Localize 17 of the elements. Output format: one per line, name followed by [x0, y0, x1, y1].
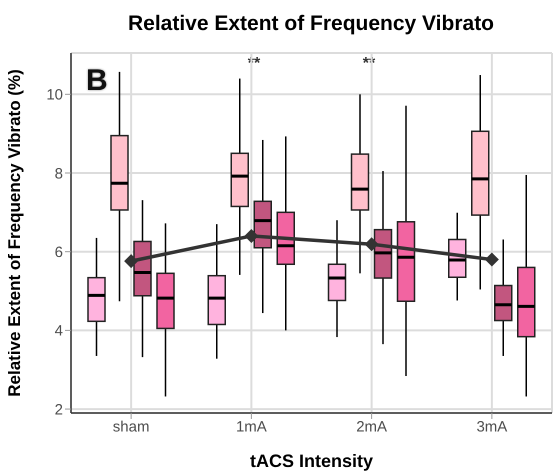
- x-tick-label: 1mA: [236, 418, 267, 436]
- x-tick-label: 2mA: [356, 418, 388, 436]
- y-tick-label: 10: [46, 86, 63, 104]
- y-axis-title: Relative Extent of Frequency Vibrato (%): [5, 69, 24, 397]
- chart-title: Relative Extent of Frequency Vibrato: [126, 12, 496, 36]
- y-tick-label: 8: [54, 165, 63, 182]
- point: [364, 237, 379, 252]
- point: [124, 254, 138, 268]
- y-tick-label: 6: [54, 244, 63, 262]
- x-axis-title: tACS Intensity: [250, 451, 374, 471]
- x-tick-label: sham: [112, 418, 150, 436]
- point: [484, 252, 499, 267]
- x-tick-label: 3mA: [476, 418, 508, 436]
- point: [244, 228, 258, 243]
- y-tick-label: 4: [54, 322, 63, 340]
- annotation: B: [86, 64, 108, 98]
- y-tick-label: 2: [54, 401, 63, 418]
